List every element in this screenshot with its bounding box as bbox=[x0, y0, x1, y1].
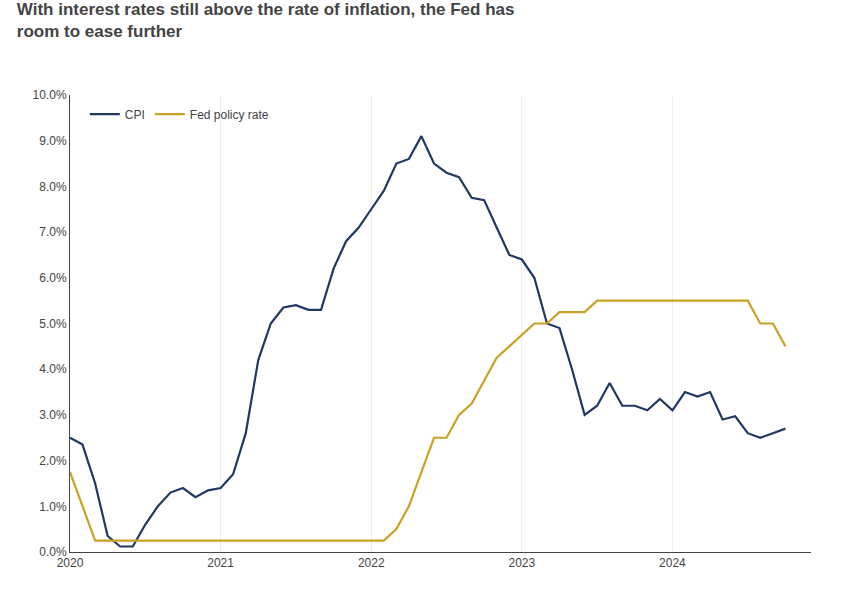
svg-text:7.0%: 7.0% bbox=[39, 225, 67, 239]
svg-text:9.0%: 9.0% bbox=[39, 134, 67, 148]
svg-text:CPI: CPI bbox=[125, 108, 145, 122]
svg-text:2023: 2023 bbox=[508, 556, 535, 570]
svg-text:2021: 2021 bbox=[207, 556, 234, 570]
svg-text:0.0%: 0.0% bbox=[39, 545, 67, 559]
svg-text:Fed policy rate: Fed policy rate bbox=[190, 108, 269, 122]
svg-text:2020: 2020 bbox=[57, 556, 84, 570]
svg-text:1.0%: 1.0% bbox=[39, 500, 67, 514]
svg-text:2024: 2024 bbox=[659, 556, 686, 570]
svg-text:2022: 2022 bbox=[358, 556, 385, 570]
svg-text:5.0%: 5.0% bbox=[39, 317, 67, 331]
svg-text:6.0%: 6.0% bbox=[39, 271, 67, 285]
svg-text:With interest rates still abov: With interest rates still above the rate… bbox=[17, 0, 515, 41]
svg-text:8.0%: 8.0% bbox=[39, 180, 67, 194]
svg-text:4.0%: 4.0% bbox=[39, 362, 67, 376]
svg-text:2.0%: 2.0% bbox=[39, 454, 67, 468]
svg-text:10.0%: 10.0% bbox=[33, 88, 67, 102]
svg-text:3.0%: 3.0% bbox=[39, 408, 67, 422]
